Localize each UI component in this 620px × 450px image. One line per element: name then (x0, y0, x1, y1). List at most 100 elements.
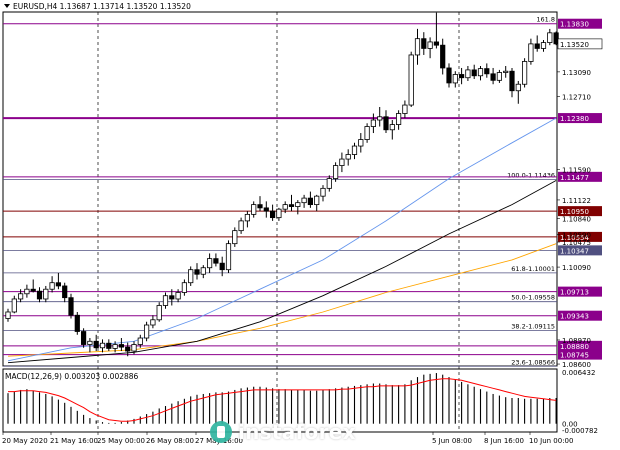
candle-body (206, 258, 213, 269)
price-tick-label: 1.10090 (562, 264, 591, 272)
candle-body (106, 342, 112, 349)
price-tick-label: 1.11590 (562, 166, 591, 174)
candle-body (427, 41, 433, 49)
candle-body (326, 178, 332, 189)
candle-body (433, 41, 440, 46)
candle-body (68, 297, 74, 316)
candle-body (452, 74, 458, 84)
candle-body (339, 158, 345, 166)
candle-body (358, 139, 364, 147)
candle-body (17, 293, 24, 300)
dropdown-triangle-icon[interactable] (4, 4, 10, 8)
price-tag (558, 206, 602, 217)
candle-body (345, 154, 351, 160)
candle-body (395, 113, 402, 125)
candle-body (87, 340, 93, 345)
chart-header-text: EURUSD,H4 1.13687 1.13714 1.13520 1.1352… (13, 2, 191, 11)
candle-body (477, 68, 484, 77)
time-tick-label: 10 Jun 00:00 (529, 437, 573, 445)
candle-body (43, 288, 49, 300)
candle-body (276, 208, 282, 219)
price-tick-label: 1.08970 (562, 337, 591, 345)
price-tick-label: 1.10475 (562, 239, 591, 247)
price-tick-label: 1.10840 (562, 215, 591, 223)
candle-body (320, 187, 326, 197)
price-tag-text: 1.08880 (560, 343, 589, 351)
candle-body (383, 116, 389, 131)
price-tick-label: 1.10590 (562, 232, 591, 240)
level-tag-text: 161.8 (536, 16, 555, 24)
price-tag (558, 171, 602, 182)
candle-body (496, 72, 503, 81)
candle-body (175, 292, 181, 300)
level-tag-text: 100.0-1.11436 (507, 171, 555, 179)
horizontal-levels: 161.8 100.0-1.11436 61.8-1.10001 50.0-1.095… (3, 16, 557, 367)
candle-body (188, 269, 194, 284)
candle-body (370, 119, 377, 127)
price-axis: 1.13830 1.12380 1.11477 1.10950 1.10554 1.103… (557, 18, 603, 369)
ma-black-line (7, 180, 557, 364)
candle-body (534, 43, 540, 49)
candle-body (5, 311, 11, 319)
candle-body (471, 69, 477, 77)
candle-body (553, 32, 559, 45)
price-tag-text: 1.12380 (560, 115, 589, 123)
candle-body (244, 213, 250, 222)
price-tag-text: 1.08745 (560, 352, 589, 360)
candle-body (515, 83, 521, 92)
price-tag (558, 349, 602, 360)
time-tick-label: 20 May 2020 (2, 437, 48, 445)
price-tag-text: 1.10950 (560, 208, 589, 216)
price-tag (558, 113, 602, 124)
candle-body (509, 70, 515, 92)
candle-body (408, 54, 414, 106)
price-tag (558, 310, 602, 321)
candle-body (24, 288, 30, 295)
candle-body (440, 44, 446, 69)
candle-body (99, 342, 106, 349)
candle-body (377, 116, 383, 121)
candle-body (36, 290, 43, 300)
candle-body (458, 74, 465, 79)
candle-body (301, 197, 307, 204)
level-tag-text: 61.8-1.10001 (511, 265, 555, 273)
price-tag-text: 1.13830 (560, 21, 589, 29)
period-separators (97, 12, 460, 432)
candle-body (125, 346, 131, 352)
candle-body (81, 331, 87, 345)
price-tag-text: 1.10347 (560, 247, 589, 255)
time-tick-label: 27 May 16:00 (195, 437, 243, 445)
price-tick-label: 1.11122 (562, 197, 591, 205)
candle-body (200, 267, 206, 275)
candle-body (162, 295, 169, 306)
macd-header-text: MACD(12,26,9) 0.003203 0.002886 (5, 372, 139, 381)
candle-body (282, 204, 288, 210)
time-tick-label: 25 May 00:00 (97, 437, 145, 445)
macd-indicator: 0.006432 0.00-0.000782 (7, 369, 598, 435)
candle-body (251, 204, 257, 215)
macd-tick-label: 0.006432 (562, 369, 595, 377)
candle-body (389, 124, 395, 131)
candle-body (288, 204, 295, 207)
candle-body (351, 145, 358, 155)
candle-body (213, 258, 219, 264)
candle-body (11, 298, 17, 313)
price-tag-text: 1.11477 (560, 174, 589, 182)
price-tick-label: 1.08600 (562, 361, 591, 369)
candle-body (402, 104, 408, 114)
candle-body (269, 210, 276, 219)
price-tick-label: 1.12710 (562, 94, 591, 102)
candle-body (55, 282, 62, 287)
candle-body (156, 305, 162, 321)
candle-body (131, 344, 137, 352)
macd-tick-label: 0.00 (562, 421, 578, 429)
candle-body (74, 314, 80, 332)
candle-body (112, 344, 118, 349)
level-tag-text: 23.6-1.08566 (511, 358, 555, 366)
price-tag (558, 18, 602, 29)
candle-body (232, 230, 238, 245)
price-tag (558, 245, 602, 256)
price-tag-text: 1.09713 (560, 289, 589, 297)
candle-body (522, 61, 528, 85)
